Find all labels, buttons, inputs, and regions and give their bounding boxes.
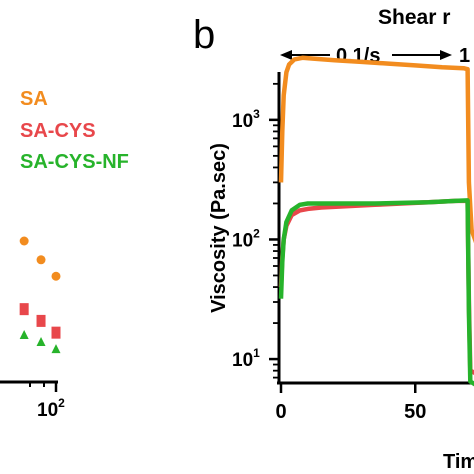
panel-label: b bbox=[193, 13, 215, 57]
series-group bbox=[278, 55, 474, 387]
left-point-sa-cys bbox=[51, 326, 61, 339]
left-panel: 102 bbox=[0, 236, 65, 421]
left-point-sa-cys-nf bbox=[36, 337, 46, 347]
header-title: Shear r bbox=[378, 6, 450, 29]
x-ticks: 0 50 bbox=[275, 383, 426, 423]
x-axis-label: Tim bbox=[443, 451, 474, 473]
plot-area: 101 102 103 0 50 bbox=[232, 55, 474, 423]
left-panel-x-tick-label: 102 bbox=[37, 396, 65, 421]
arrow-head-left bbox=[280, 50, 292, 60]
series-line-sa-cys bbox=[278, 198, 474, 376]
legend: SA SA-CYS SA-CYS-NF bbox=[20, 88, 129, 173]
y-tick-label: 101 bbox=[232, 346, 260, 371]
left-point-sa bbox=[19, 236, 29, 246]
legend-item-sa: SA bbox=[20, 88, 48, 110]
left-point-sa-cys bbox=[19, 303, 29, 316]
legend-item-sa-cys: SA-CYS bbox=[20, 120, 96, 142]
legend-item-sa-cys-nf: SA-CYS-NF bbox=[20, 151, 129, 173]
series-line-sa bbox=[278, 55, 474, 244]
left-panel-points bbox=[19, 236, 61, 354]
left-point-sa-cys-nf bbox=[19, 330, 29, 339]
left-point-sa-cys-nf bbox=[51, 344, 61, 354]
y-axis-label: Viscosity (Pa.sec) bbox=[208, 143, 230, 313]
x-tick-label: 0 bbox=[275, 401, 286, 423]
left-point-sa bbox=[51, 271, 61, 281]
series-line-sa-cys-nf bbox=[278, 198, 474, 387]
arrow-head-right bbox=[440, 50, 452, 60]
segment-2-label: 1 bbox=[459, 45, 470, 67]
left-point-sa bbox=[36, 255, 46, 265]
y-ticks: 101 102 103 bbox=[232, 82, 279, 379]
x-tick-label: 50 bbox=[404, 401, 426, 423]
y-tick-label: 102 bbox=[232, 226, 260, 251]
y-tick-label: 103 bbox=[232, 107, 260, 132]
left-point-sa-cys bbox=[36, 314, 46, 327]
